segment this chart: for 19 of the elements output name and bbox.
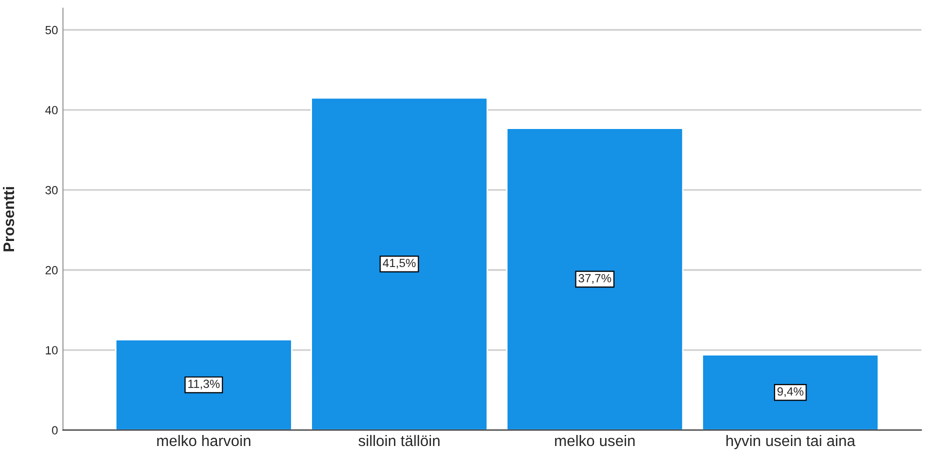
data-label: 41,5% xyxy=(382,258,416,269)
y-axis-title: Prosentti xyxy=(2,187,14,252)
y-tick-label: 30 xyxy=(45,186,58,194)
x-tick-label: silloin tällöin xyxy=(358,434,440,446)
x-tick-label: melko usein xyxy=(555,434,635,446)
bar xyxy=(310,97,488,430)
data-label: 37,7% xyxy=(578,274,612,284)
y-tick-label: 0 xyxy=(52,426,58,434)
data-label: 9,4% xyxy=(777,387,804,398)
bar xyxy=(506,128,684,430)
y-tick-label: 20 xyxy=(46,266,58,274)
bar xyxy=(115,338,292,430)
y-tick-label: 10 xyxy=(46,346,58,354)
bar xyxy=(702,354,880,430)
data-label: 11,3% xyxy=(188,380,220,390)
x-tick-label: melko harvoin xyxy=(157,434,250,446)
x-tick-label: hyvin usein tai aina xyxy=(726,434,856,450)
y-tick-label: 40 xyxy=(45,106,58,114)
y-tick-label: 50 xyxy=(45,26,58,34)
